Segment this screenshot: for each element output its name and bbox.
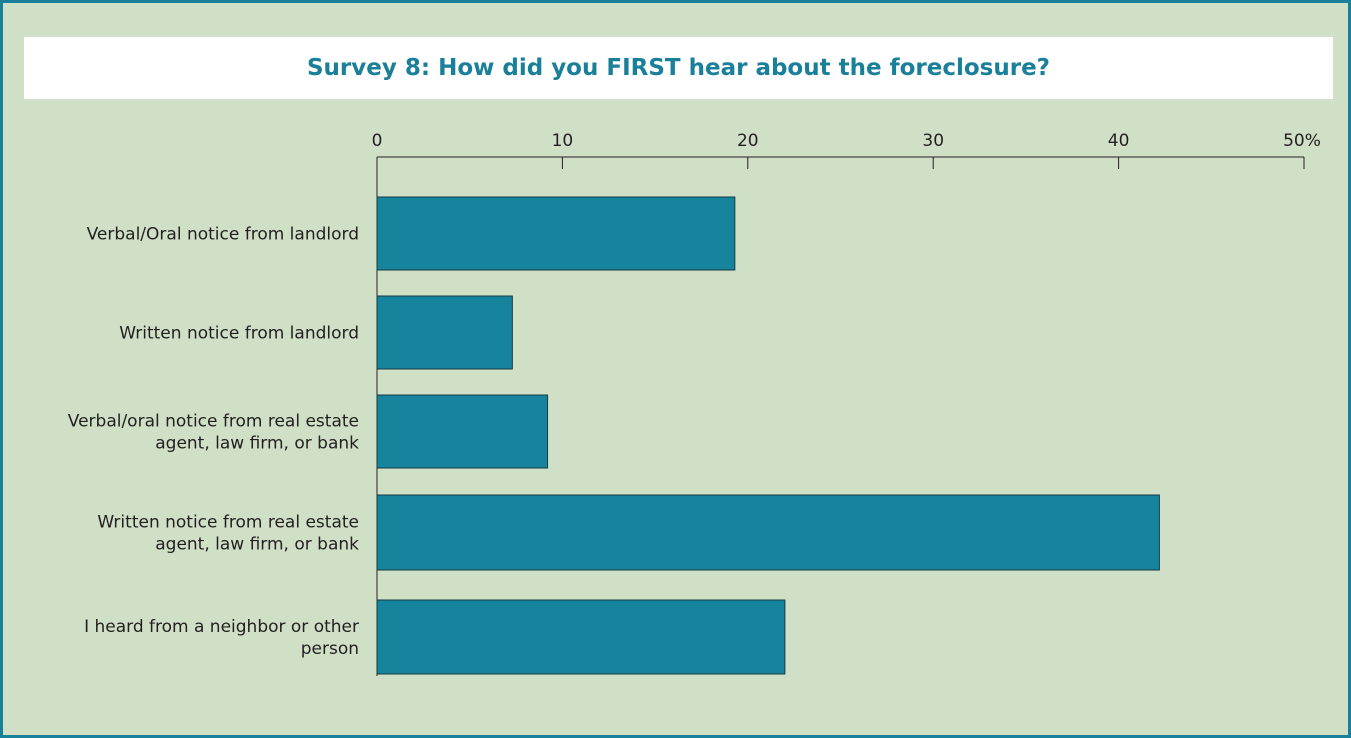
- chart-title: Survey 8: How did you FIRST hear about t…: [306, 55, 1051, 81]
- category-label-line: person: [301, 639, 359, 659]
- category-label: Written notice from landlord: [119, 324, 359, 344]
- bar: [376, 599, 786, 675]
- category-label-line: Written notice from landlord: [119, 324, 359, 344]
- title-band: Survey 8: How did you FIRST hear about t…: [24, 37, 1333, 99]
- category-label-line: agent, law firm, or bank: [155, 535, 359, 555]
- category-label: Verbal/oral notice from real estate agent…: [68, 412, 359, 454]
- x-tick-label: 10: [552, 131, 574, 151]
- category-label-line: agent, law firm, or bank: [155, 434, 359, 454]
- category-label-line: Verbal/oral notice from real estate: [68, 412, 359, 432]
- x-tick-label: 50%: [1283, 131, 1321, 151]
- category-label-line: I heard from a neighbor or other: [84, 617, 359, 637]
- category-label: I heard from a neighbor or other person: [84, 617, 359, 659]
- category-label: Written notice from real estate agent, la…: [97, 513, 359, 555]
- bar: [376, 494, 1160, 571]
- x-tick-label: 30: [922, 131, 944, 151]
- bar: [376, 196, 736, 271]
- category-label: Verbal/Oral notice from landlord: [87, 225, 359, 245]
- x-tick-label: 40: [1108, 131, 1130, 151]
- category-label-line: Written notice from real estate: [97, 513, 359, 533]
- bar: [376, 394, 549, 469]
- category-label-line: Verbal/Oral notice from landlord: [87, 225, 359, 245]
- x-tick-label: 0: [372, 131, 383, 151]
- x-tick-label: 20: [737, 131, 759, 151]
- bar: [376, 295, 513, 370]
